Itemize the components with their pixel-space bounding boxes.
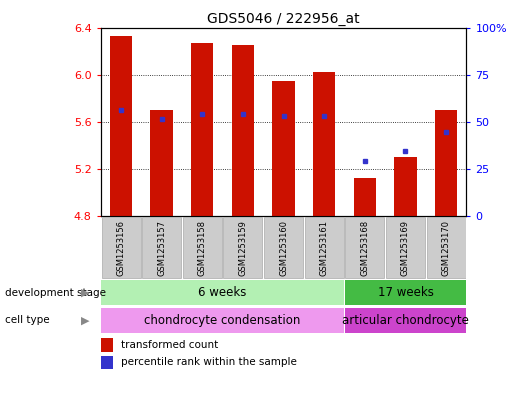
Text: 17 weeks: 17 weeks xyxy=(377,286,434,299)
Text: cell type: cell type xyxy=(5,315,50,325)
Text: 6 weeks: 6 weeks xyxy=(198,286,247,299)
Bar xyxy=(345,308,466,332)
Bar xyxy=(272,81,295,216)
FancyBboxPatch shape xyxy=(386,217,425,278)
Bar xyxy=(232,45,254,216)
Text: GSM1253156: GSM1253156 xyxy=(117,220,126,275)
Text: GSM1253169: GSM1253169 xyxy=(401,220,410,275)
Bar xyxy=(110,36,132,216)
Text: GSM1253159: GSM1253159 xyxy=(238,220,248,275)
Text: GSM1253160: GSM1253160 xyxy=(279,220,288,275)
Bar xyxy=(101,356,113,369)
Text: GSM1253158: GSM1253158 xyxy=(198,220,207,275)
Bar xyxy=(191,43,214,216)
Bar xyxy=(101,308,344,332)
Bar xyxy=(151,110,173,216)
Text: chondrocyte condensation: chondrocyte condensation xyxy=(144,314,301,327)
Text: articular chondrocyte: articular chondrocyte xyxy=(342,314,469,327)
FancyBboxPatch shape xyxy=(264,217,303,278)
Text: ▶: ▶ xyxy=(81,288,89,298)
FancyBboxPatch shape xyxy=(427,217,465,278)
Bar xyxy=(435,110,457,216)
FancyBboxPatch shape xyxy=(183,217,222,278)
Text: transformed count: transformed count xyxy=(121,340,218,350)
Text: GSM1253168: GSM1253168 xyxy=(360,220,369,275)
FancyBboxPatch shape xyxy=(102,217,140,278)
Text: ▶: ▶ xyxy=(81,315,89,325)
FancyBboxPatch shape xyxy=(305,217,343,278)
Bar xyxy=(313,72,335,216)
Text: percentile rank within the sample: percentile rank within the sample xyxy=(121,357,297,367)
Text: development stage: development stage xyxy=(5,288,107,298)
Text: GSM1253161: GSM1253161 xyxy=(320,220,329,275)
Bar xyxy=(101,338,113,352)
Title: GDS5046 / 222956_at: GDS5046 / 222956_at xyxy=(207,13,360,26)
FancyBboxPatch shape xyxy=(224,217,262,278)
FancyBboxPatch shape xyxy=(346,217,384,278)
Bar xyxy=(394,157,417,216)
Bar xyxy=(354,178,376,216)
Bar xyxy=(345,281,466,305)
Bar xyxy=(101,281,344,305)
Text: GSM1253157: GSM1253157 xyxy=(157,220,166,275)
FancyBboxPatch shape xyxy=(142,217,181,278)
Text: GSM1253170: GSM1253170 xyxy=(441,220,450,275)
